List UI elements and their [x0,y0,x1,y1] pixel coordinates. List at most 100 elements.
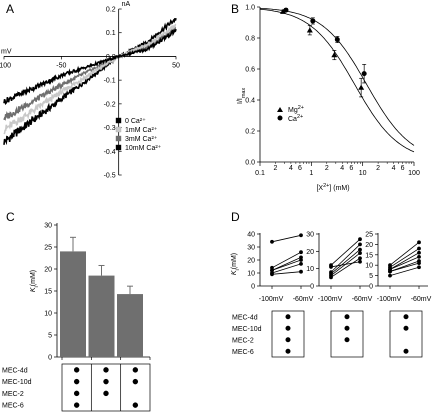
legend-label-ca-part: 2+ [297,114,303,120]
x-minor-tick-label: 2 [273,165,277,172]
y-axis-label: Ki(mM) [30,270,40,292]
y-tick-label: 0.6 [245,67,255,74]
y-tick-label: -0.3 [104,125,116,132]
paired-point [417,250,421,255]
subunit-label: MEC-4d [2,367,28,374]
subunit-label: MEC-2 [232,337,254,344]
paired-line [389,262,420,272]
y-tick-label: 0 [310,284,314,291]
subunit-matrix-frame [389,310,423,358]
y-axis-label-part: i [235,269,241,270]
y-tick-label: 0 [251,284,255,291]
y-tick-label: 10 [306,266,314,273]
x-minor-tick-label: 2 [325,165,329,172]
paired-point [358,251,362,255]
y-axis-label: Ki(mM) [231,253,241,275]
data-point-triangle [279,8,286,14]
y-tick-label: 30 [247,245,255,252]
subunit-dot [285,325,291,331]
fit-curve-1 [259,8,415,153]
y-tick-label: 0.0 [245,160,255,167]
paired-line [271,234,302,243]
bar-3 [117,294,143,357]
y-tick-label: 0 [369,284,373,291]
paired-point [270,265,274,270]
data-point-triangle [306,27,313,33]
y-axis-label-part: K [30,287,37,292]
panel-label-c: C [6,210,15,224]
y-axis-label-part: K [231,270,238,275]
paired-point [358,259,362,264]
paired-point [358,237,362,242]
paired-point [270,239,274,244]
subunit-matrix-frame [330,310,364,358]
data-point-circle [334,37,340,43]
y-tick-label: 0.8 [245,36,255,43]
paired-line [271,259,302,271]
subunit-dot [73,390,80,397]
trace-1 [3,17,177,146]
x-unit-label: mV [1,48,12,55]
legend-label-ca-part: Ca [288,116,297,123]
y-tick-label: 0.1 [106,30,116,37]
y-axis-label: I/Imax [237,88,247,104]
legend-swatch [115,144,122,151]
paired-point [299,262,303,266]
trace-4 [3,28,177,106]
paired-line [389,256,420,270]
x-tick-label: 0.1 [255,170,265,177]
y-axis-label-part: max [241,88,247,99]
data-point-circle [283,7,289,13]
legend-marker-triangle [277,107,283,112]
x-minor-tick-label: 4 [392,165,396,172]
x-minor-tick-label: 6 [349,165,353,172]
x-tick-label: -60mV [352,296,373,303]
subunit-dot [344,337,350,343]
subunit-dot [132,378,139,385]
x-axis-label: [X2+] (mM) [316,183,349,192]
paired-point [299,250,303,255]
subunit-dot [103,378,109,385]
data-point-circle [361,71,367,77]
subunit-dot [103,367,109,373]
paired-line [271,257,302,271]
subunit-dot [73,378,80,385]
legend-label: 10mM Ca²⁺ [125,145,162,152]
subunit-dot [285,337,291,343]
paired-point [299,269,303,274]
subunit-dot [285,348,291,354]
x-axis-label-part: 2+ [323,183,329,189]
legend-label-ca: Ca2+ [288,114,303,123]
legend-label-mg-part: Mg [288,107,298,114]
subunit-dot [403,314,409,320]
y-tick-label: 25 [44,245,52,252]
y-axis-label-part: I/I [237,98,244,104]
paired-point [299,233,303,238]
paired-line [389,242,420,266]
x-tick-label: 100 [408,170,420,177]
paired-point [388,273,392,278]
y-tick-label: 10 [247,271,255,278]
y-axis-label-part: (mM) [30,270,37,286]
y-tick-label: 25 [365,232,373,239]
paired-point [329,275,333,280]
subunit-dot [103,390,109,397]
y-unit-label: nA [122,1,131,8]
x-minor-tick-label: 2 [376,165,380,172]
y-tick-label: 0.4 [245,98,255,105]
panel-a-current-voltage-chart: A-100-50500.20.10.0-0.1-0.2-0.3-0.4-0.5m… [0,1,180,180]
subunit-label: MEC-2 [2,391,24,398]
x-minor-tick-label: 6 [298,165,302,172]
y-tick-label: 10 [365,263,373,270]
subunit-dot [132,402,139,408]
subunit-label: MEC-10d [232,326,262,333]
paired-line [389,266,420,276]
panel-label-d: D [231,210,240,224]
subunit-matrix-frame [61,363,151,412]
panel-label-b: B [231,2,239,16]
paired-point [417,240,421,245]
paired-line [389,248,420,268]
paired-point [388,269,392,274]
y-tick-label: 15 [44,289,52,296]
